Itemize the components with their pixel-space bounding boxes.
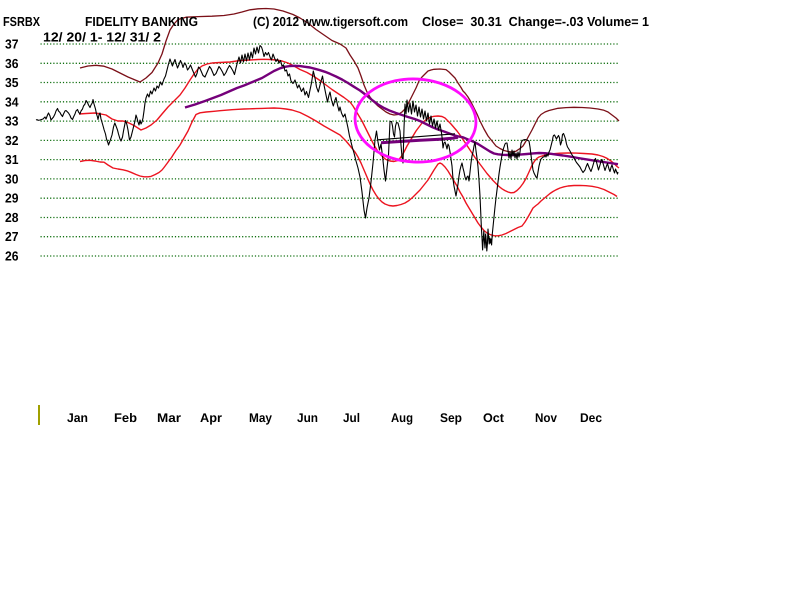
svg-text:29: 29 xyxy=(5,191,19,206)
svg-text:Nov: Nov xyxy=(535,411,557,425)
svg-text:Sep: Sep xyxy=(440,411,462,425)
svg-text:12/ 20/ 1- 12/ 31/ 2: 12/ 20/ 1- 12/ 31/ 2 xyxy=(43,30,161,45)
svg-text:35: 35 xyxy=(5,75,19,90)
svg-text:Jan: Jan xyxy=(67,411,88,425)
svg-text:26: 26 xyxy=(5,249,19,264)
svg-text:FSRBX: FSRBX xyxy=(3,14,40,29)
svg-text:FIDELITY BANKING: FIDELITY BANKING xyxy=(85,14,198,29)
svg-text:30: 30 xyxy=(5,171,19,186)
svg-text:36: 36 xyxy=(5,56,19,71)
svg-text:31: 31 xyxy=(5,152,19,167)
svg-text:Mar: Mar xyxy=(157,411,181,425)
svg-text:28: 28 xyxy=(5,210,19,225)
svg-text:37: 37 xyxy=(5,37,19,52)
svg-text:(C) 2012 www.tigersoft.com: (C) 2012 www.tigersoft.com xyxy=(253,14,408,29)
svg-text:Aug: Aug xyxy=(391,411,413,425)
svg-text:Close= 30.31 Change=-.03 Vol: Close= 30.31 Change=-.03 Volume= 1 xyxy=(422,14,649,29)
svg-text:32: 32 xyxy=(5,133,19,148)
svg-text:Apr: Apr xyxy=(200,411,222,425)
svg-text:34: 34 xyxy=(5,94,19,109)
svg-text:Jun: Jun xyxy=(297,411,318,425)
svg-text:Feb: Feb xyxy=(114,411,137,425)
svg-text:Dec: Dec xyxy=(580,411,602,425)
svg-text:27: 27 xyxy=(5,229,19,244)
svg-text:33: 33 xyxy=(5,114,19,129)
svg-text:May: May xyxy=(249,411,272,425)
svg-text:Oct: Oct xyxy=(483,411,505,425)
svg-text:Jul: Jul xyxy=(343,411,360,425)
